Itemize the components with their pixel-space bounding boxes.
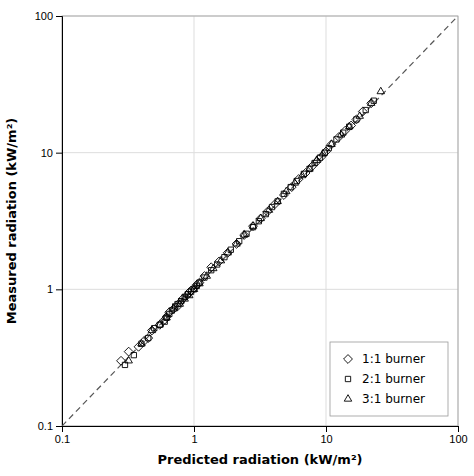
y-grid-line [62,289,458,290]
point [210,264,217,270]
point [312,160,317,165]
y-axis-title: Measured radiation (kW/m²) [4,118,19,325]
point [356,112,363,118]
y-tick-mark [56,16,62,17]
point [274,197,281,203]
series [125,87,385,363]
legend-label: 1:1 burner [362,352,425,366]
point [146,335,151,340]
series [122,98,376,368]
x-tick-mark [326,426,327,432]
point [131,352,136,357]
reference-line [62,16,458,426]
point [196,279,203,285]
point [265,206,272,212]
plot-area: 0.1 1 10 100 0.1 1 10 100 1:1 burner 2:1 burner 3:… [35,10,468,445]
point [367,99,374,105]
point [162,312,171,321]
y-tick-label: 10 [41,147,53,159]
point [233,240,240,246]
point [363,107,368,112]
legend-symbol [345,376,350,381]
x-tick-label: 10 [320,433,332,445]
point [125,356,132,362]
x-tick-label: 100 [449,433,467,445]
y-tick: 100 [35,10,62,22]
point [298,171,305,177]
point [249,222,256,228]
point [306,165,313,171]
point [283,187,290,193]
y-tick-label: 100 [35,10,53,22]
y-tick-mark [56,426,62,427]
point [163,313,170,319]
legend-symbol [344,395,351,401]
point [337,131,344,137]
point [138,339,145,345]
point [301,169,310,178]
x-tick: 0.1 [55,426,70,445]
x-axis-line [63,427,459,433]
point [148,326,155,332]
y-tick: 0.1 [38,420,62,432]
data-layer [62,16,458,426]
point [203,272,210,278]
legend-label: 3:1 burner [362,392,425,406]
point [319,150,326,156]
point [124,347,133,356]
x-grid-line [326,16,327,426]
point [352,115,361,124]
point [224,249,231,255]
y-axis-line [56,17,63,427]
point [185,291,192,297]
point [217,256,224,262]
x-tick-mark [458,426,459,432]
x-tick-label: 1 [191,433,197,445]
legend-symbol [344,355,353,364]
point [117,356,126,365]
point [155,320,164,329]
y-grid-line [62,152,458,153]
y-tick-label: 1 [47,283,53,295]
point [367,99,376,108]
legend-box [330,342,448,416]
point [257,214,264,220]
y-tick: 10 [41,147,62,159]
point [228,247,233,252]
x-tick-label: 0.1 [55,433,70,445]
point [156,321,163,327]
x-axis-title: Predicted radiation (kW/m²) [157,452,362,467]
y-axis: 0.1 1 10 100 [35,10,63,432]
chart: 0.1 1 10 100 0.1 1 10 100 1:1 burner 2:1 burner 3:… [0,0,474,476]
legend-label: 2:1 burner [362,372,425,386]
x-grid-line [194,16,195,426]
x-tick: 100 [449,426,467,445]
point [346,122,353,128]
y-tick-label: 0.1 [38,420,53,432]
y-tick-mark [56,289,62,290]
x-tick: 10 [320,426,332,445]
plot-frame [62,16,458,426]
y-tick-mark [56,153,62,154]
series [117,99,376,365]
point [313,156,320,162]
point [291,179,298,185]
point [195,278,204,287]
x-tick: 1 [191,426,197,445]
point [377,87,384,93]
point [240,231,247,237]
point [334,137,339,142]
point [144,334,153,343]
legend: 1:1 burner 2:1 burner 3:1 burner [330,342,448,416]
point [147,326,156,335]
point [328,140,335,146]
point [240,231,249,240]
x-tick-mark [194,426,195,432]
point [256,214,265,223]
x-axis: 0.1 1 10 100 [55,426,468,445]
grid [62,16,458,426]
point [256,219,261,224]
y-tick: 1 [47,283,62,295]
